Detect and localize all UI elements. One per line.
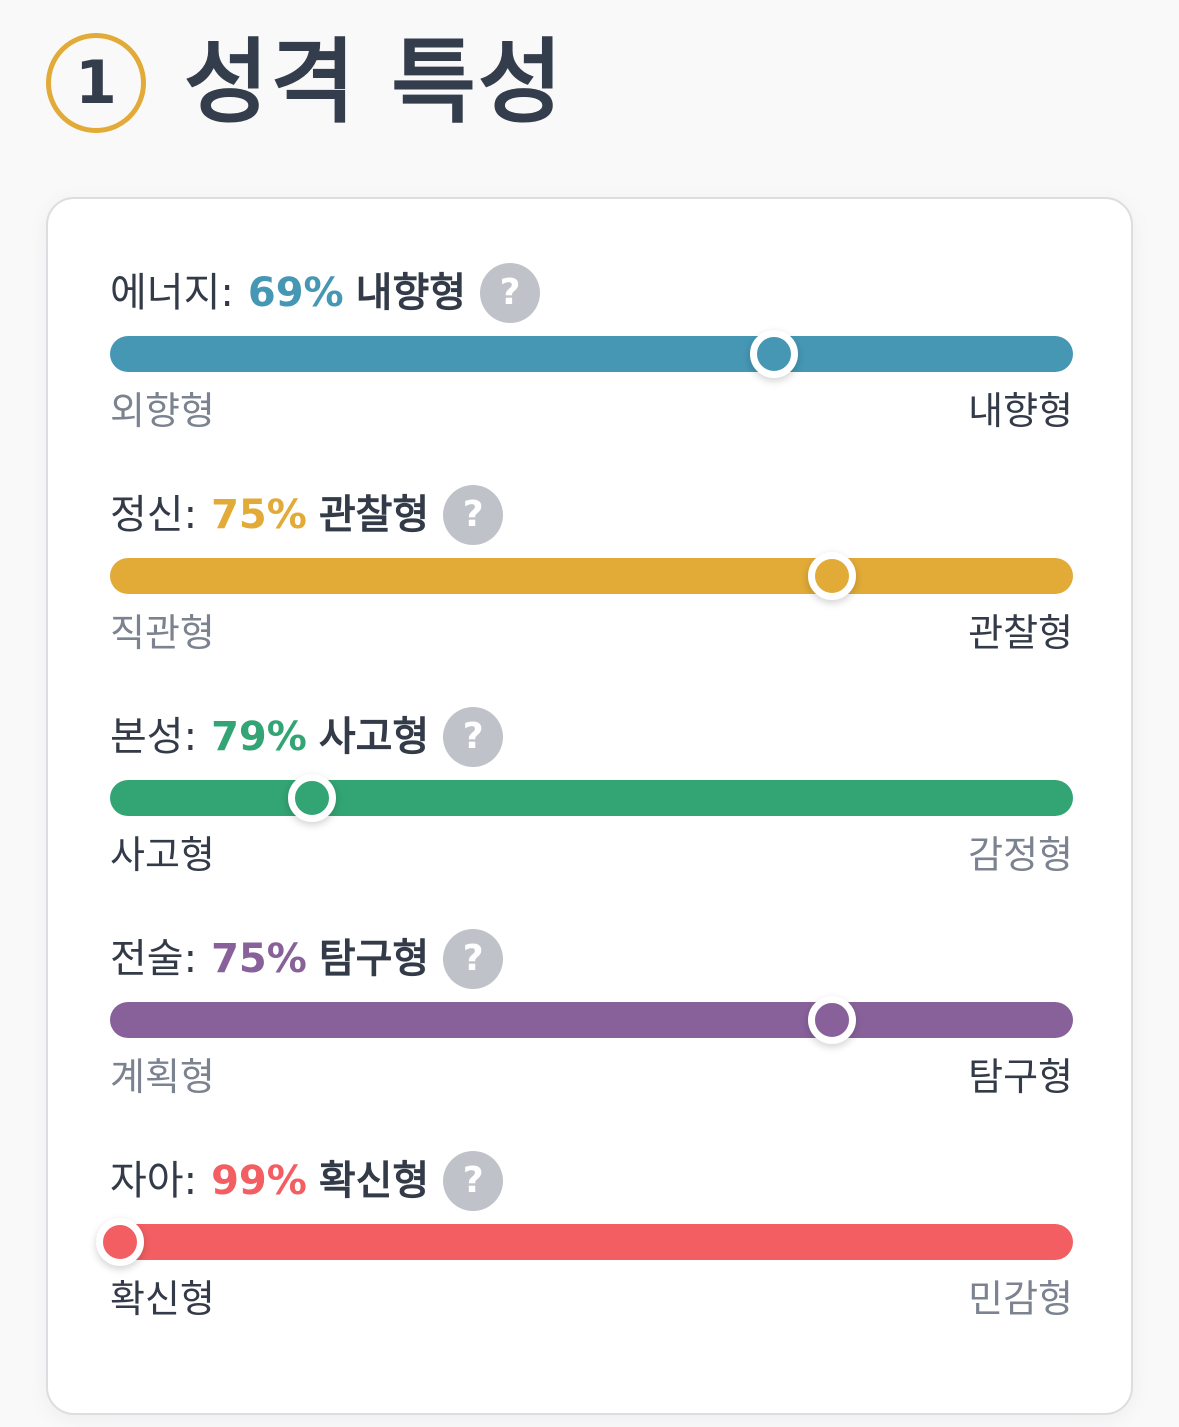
- trait-right-label: 감정형: [968, 833, 1073, 877]
- trait-slider-thumb[interactable]: [288, 774, 337, 822]
- trait-percent: 75%: [211, 936, 307, 982]
- trait-left-label: 직관형: [110, 611, 215, 655]
- trait-result: 관찰형: [318, 492, 430, 538]
- trait-name: 본성:: [110, 714, 198, 760]
- trait-slider-thumb[interactable]: [750, 330, 799, 378]
- trait-name: 에너지:: [110, 270, 234, 316]
- trait-right-label: 탐구형: [968, 1055, 1073, 1099]
- trait-percent: 79%: [211, 714, 307, 760]
- step-number-badge: 1: [46, 33, 146, 133]
- trait-left-label: 사고형: [110, 833, 215, 877]
- trait-right-label: 민감형: [968, 1277, 1073, 1321]
- trait-identity: 자아: 99% 확신형 ? 확신형 민감형: [95, 1149, 1073, 1324]
- question-mark-icon[interactable]: ?: [443, 707, 504, 767]
- trait-heading: 자아: 99% 확신형 ?: [110, 1149, 504, 1213]
- trait-name: 정신:: [110, 492, 198, 538]
- trait-slider-track: [110, 996, 1073, 1044]
- trait-heading: 본성: 79% 사고형 ?: [110, 705, 504, 769]
- trait-left-label: 외향형: [110, 389, 215, 433]
- trait-right-label: 내향형: [968, 389, 1073, 433]
- trait-left-label: 확신형: [110, 1277, 215, 1321]
- trait-slider-thumb[interactable]: [808, 552, 857, 600]
- traits-card: 에너지: 69% 내향형 ? 외향형 내향형 정신: 75% 관찰형 ? 직관형…: [46, 197, 1133, 1415]
- trait-heading: 에너지: 69% 내향형 ?: [110, 261, 541, 325]
- page-title: 성격 특성: [184, 29, 565, 136]
- trait-right-label: 관찰형: [968, 611, 1073, 655]
- trait-percent: 69%: [247, 270, 344, 316]
- trait-slider-thumb[interactable]: [95, 1218, 144, 1266]
- trait-slider-track: [95, 1218, 1073, 1266]
- trait-result: 확신형: [318, 1158, 430, 1204]
- trait-left-label: 계획형: [110, 1055, 215, 1099]
- trait-slider-track: [110, 330, 1073, 378]
- trait-result: 사고형: [318, 714, 430, 760]
- trait-name: 자아:: [110, 1158, 198, 1204]
- question-mark-icon[interactable]: ?: [443, 485, 504, 545]
- trait-nature: 본성: 79% 사고형 ? 사고형 감정형: [110, 705, 1073, 880]
- trait-slider-thumb[interactable]: [808, 996, 857, 1044]
- question-mark-icon[interactable]: ?: [443, 929, 504, 989]
- trait-heading: 정신: 75% 관찰형 ?: [110, 483, 504, 547]
- trait-name: 전술:: [110, 936, 198, 982]
- question-mark-icon[interactable]: ?: [480, 263, 541, 323]
- trait-result: 내향형: [355, 270, 467, 316]
- trait-tactics: 전술: 75% 탐구형 ? 계획형 탐구형: [110, 927, 1073, 1102]
- trait-slider-track: [110, 774, 1073, 822]
- section-header: 1 성격 특성: [46, 28, 565, 138]
- trait-energy: 에너지: 69% 내향형 ? 외향형 내향형: [110, 261, 1073, 436]
- trait-mind: 정신: 75% 관찰형 ? 직관형 관찰형: [110, 483, 1073, 658]
- trait-result: 탐구형: [318, 936, 430, 982]
- question-mark-icon[interactable]: ?: [443, 1151, 504, 1211]
- trait-percent: 99%: [211, 1158, 307, 1204]
- trait-slider-track: [110, 552, 1073, 600]
- trait-percent: 75%: [211, 492, 307, 538]
- trait-heading: 전술: 75% 탐구형 ?: [110, 927, 504, 991]
